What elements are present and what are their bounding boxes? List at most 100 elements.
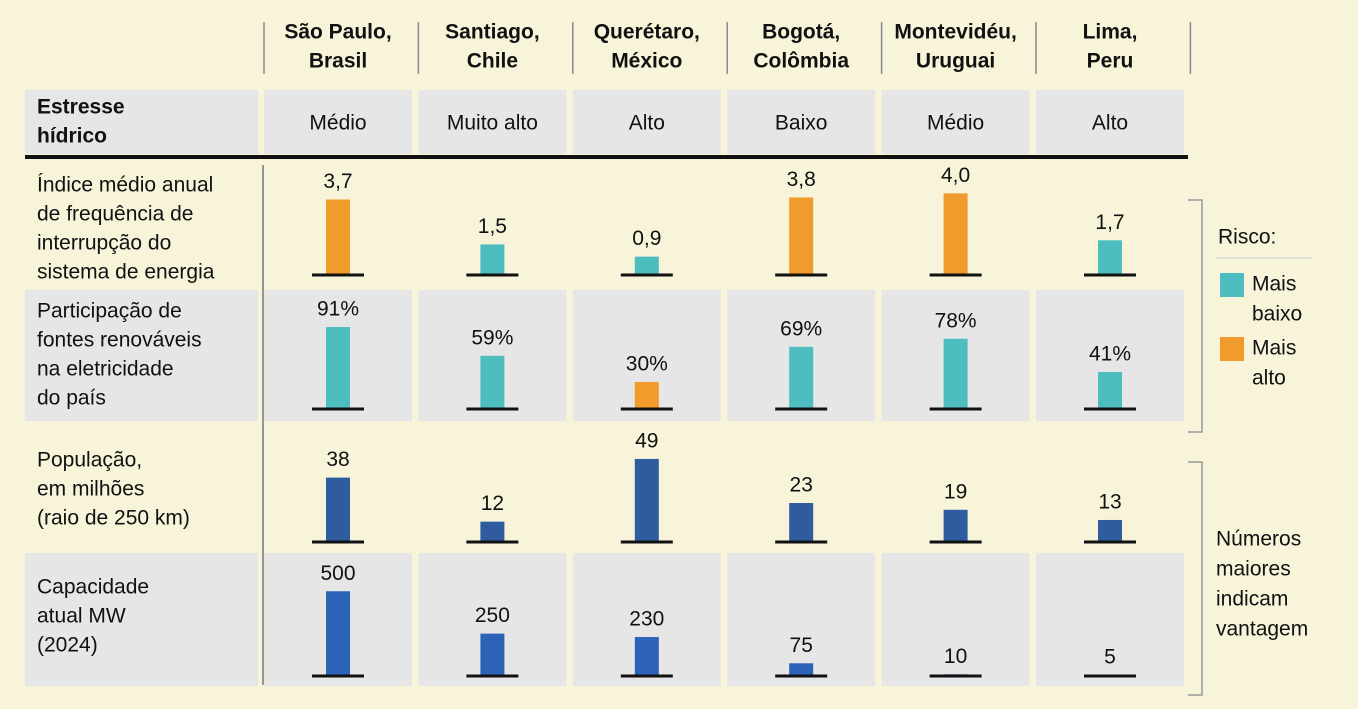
stress-value: Alto xyxy=(1092,112,1128,135)
value-label: 49 xyxy=(635,429,658,452)
bar xyxy=(326,591,350,676)
row-label: Capacidade xyxy=(37,576,149,599)
value-label: 13 xyxy=(1098,491,1121,514)
value-label: 1,7 xyxy=(1095,211,1124,234)
cell xyxy=(25,553,258,686)
cell xyxy=(572,90,721,154)
column-header: Querétaro, xyxy=(594,21,700,44)
value-label: 1,5 xyxy=(478,215,507,238)
cell xyxy=(1036,553,1184,686)
value-label: 0,9 xyxy=(632,227,661,250)
value-label: 19 xyxy=(944,480,967,503)
legend-label: Mais xyxy=(1252,273,1296,296)
bar xyxy=(1098,519,1122,542)
legend-label: baixo xyxy=(1252,303,1302,326)
note: vantagem xyxy=(1216,618,1308,641)
row-label: na eletricidade xyxy=(37,358,174,381)
value-label: 78% xyxy=(935,309,977,332)
column-header: Lima, xyxy=(1083,21,1138,44)
column-header: São Paulo, xyxy=(284,21,391,44)
row-label: sistema de energia xyxy=(37,261,215,284)
column-header: Chile xyxy=(467,50,518,73)
bar xyxy=(480,521,505,542)
bar xyxy=(789,663,814,676)
bar xyxy=(789,503,814,542)
bar xyxy=(634,256,659,275)
row-label: fontes renováveis xyxy=(37,329,202,352)
value-label: 23 xyxy=(790,474,813,497)
row-label: Estresse xyxy=(37,96,125,119)
value-label: 3,7 xyxy=(323,170,352,193)
bar xyxy=(789,346,814,409)
row-label: do país xyxy=(37,387,106,410)
value-label: 5 xyxy=(1104,646,1116,669)
value-label: 12 xyxy=(481,492,504,515)
row-label: Índice médio anual xyxy=(37,174,213,197)
stress-value: Baixo xyxy=(775,112,828,135)
stress-value: Alto xyxy=(629,112,665,135)
bar xyxy=(480,355,505,409)
column-header: Montevidéu, xyxy=(894,21,1017,44)
bar xyxy=(326,477,350,542)
column-header: Colômbia xyxy=(753,50,849,73)
cell xyxy=(881,90,1030,154)
legend-title: Risco: xyxy=(1218,226,1276,249)
value-label: 75 xyxy=(790,634,813,657)
note: indicam xyxy=(1216,588,1288,611)
column-header: Bogotá, xyxy=(762,21,840,44)
cell xyxy=(881,553,1030,686)
value-label: 69% xyxy=(780,317,822,340)
row-label: em milhões xyxy=(37,478,144,501)
value-label: 91% xyxy=(317,298,359,321)
row-label: de frequência de xyxy=(37,203,193,226)
bar xyxy=(943,338,968,409)
bar xyxy=(789,197,814,275)
value-label: 30% xyxy=(626,353,668,376)
bar xyxy=(1098,372,1122,409)
bracket xyxy=(1188,199,1203,433)
bar xyxy=(480,633,505,676)
stress-value: Médio xyxy=(927,112,984,135)
cell xyxy=(264,90,412,154)
cell xyxy=(418,90,567,154)
value-label: 38 xyxy=(326,448,349,471)
value-label: 4,0 xyxy=(941,164,970,187)
cell xyxy=(727,90,876,154)
legend-swatch xyxy=(1220,337,1244,361)
row-label: interrupção do xyxy=(37,232,171,255)
bar xyxy=(326,199,350,275)
legend-label: Mais xyxy=(1252,337,1296,360)
stress-value: Médio xyxy=(309,112,366,135)
column-header: Uruguai xyxy=(916,50,995,73)
row-label: Participação de xyxy=(37,300,182,323)
bar xyxy=(943,193,968,275)
note: Números xyxy=(1216,528,1301,551)
column-header: Brasil xyxy=(309,50,367,73)
column-header: Santiago, xyxy=(445,21,540,44)
row-label: atual MW xyxy=(37,605,126,628)
value-label: 59% xyxy=(471,326,513,349)
cell xyxy=(1036,90,1184,154)
legend-label: alto xyxy=(1252,367,1286,390)
value-label: 250 xyxy=(475,604,510,627)
bar xyxy=(1098,240,1122,275)
row-label: População, xyxy=(37,449,142,472)
value-label: 230 xyxy=(629,608,664,631)
value-label: 3,8 xyxy=(787,168,816,191)
cell xyxy=(25,290,258,421)
bar xyxy=(634,458,659,542)
bar xyxy=(943,509,968,542)
bar xyxy=(480,244,505,275)
bracket xyxy=(1188,461,1203,696)
row-label: hídrico xyxy=(37,125,107,148)
stress-value: Muito alto xyxy=(447,112,538,135)
note: maiores xyxy=(1216,558,1291,581)
bar xyxy=(634,381,659,409)
row-label: (2024) xyxy=(37,634,98,657)
value-label: 10 xyxy=(944,645,967,668)
row-label: (raio de 250 km) xyxy=(37,507,190,530)
cell xyxy=(25,90,258,154)
value-label: 500 xyxy=(320,562,355,585)
